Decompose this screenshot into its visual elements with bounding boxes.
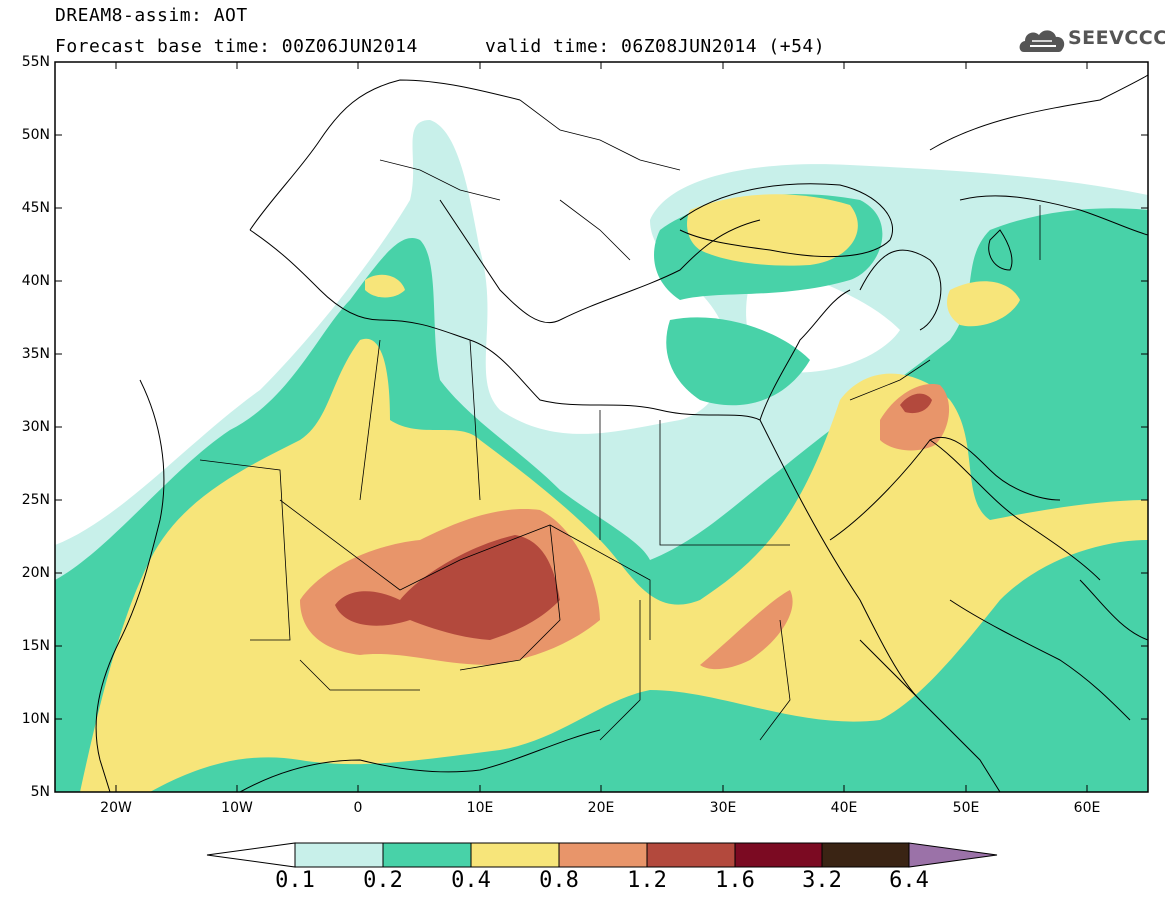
colorbar-label: 0.2 bbox=[363, 868, 403, 893]
lat-label: 5N bbox=[30, 784, 50, 800]
axis-ticks bbox=[55, 61, 1148, 792]
cloud-logo-icon bbox=[1019, 30, 1065, 52]
colorbar-label: 1.6 bbox=[715, 868, 755, 893]
logo-text: SEEVCCC bbox=[1068, 27, 1165, 49]
coastlines bbox=[95, 74, 1149, 793]
colorbar-swatch bbox=[382, 842, 472, 868]
colorbar-label: 0.4 bbox=[451, 868, 491, 893]
lon-label: 10W bbox=[221, 800, 253, 816]
lon-label: 20W bbox=[100, 800, 132, 816]
colorbar-label: 6.4 bbox=[889, 868, 929, 893]
colorbar bbox=[206, 842, 998, 868]
lat-label: 35N bbox=[21, 346, 50, 362]
aot-band-0.4 bbox=[80, 194, 1148, 792]
lat-label: 50N bbox=[21, 127, 50, 143]
colorbar-over-arrow bbox=[908, 842, 998, 868]
lon-label: 30E bbox=[709, 800, 737, 816]
country-borders bbox=[199, 99, 1041, 741]
colorbar-swatch bbox=[646, 842, 736, 868]
lon-label: 10E bbox=[466, 800, 494, 816]
lat-label: 15N bbox=[21, 638, 50, 654]
lat-label: 55N bbox=[21, 54, 50, 70]
lat-label: 45N bbox=[21, 200, 50, 216]
lat-label: 40N bbox=[21, 273, 50, 289]
base-time: Forecast base time: 00Z06JUN2014 bbox=[55, 36, 418, 57]
lat-label: 20N bbox=[21, 565, 50, 581]
colorbar-label: 0.8 bbox=[539, 868, 579, 893]
colorbar-label: 3.2 bbox=[802, 868, 842, 893]
product-title: DREAM8-assim: AOT bbox=[55, 5, 248, 26]
colorbar-swatch bbox=[558, 842, 648, 868]
lon-label: 0 bbox=[353, 800, 363, 816]
valid-time: valid time: 06Z08JUN2014 (+54) bbox=[485, 36, 826, 57]
aot-band-1.2 bbox=[335, 393, 932, 640]
colorbar-under-arrow bbox=[206, 842, 296, 868]
colorbar-label: 0.1 bbox=[275, 868, 315, 893]
colorbar-swatch bbox=[470, 842, 560, 868]
colorbar-swatch bbox=[821, 842, 910, 868]
lon-label: 40E bbox=[830, 800, 858, 816]
lon-label: 60E bbox=[1073, 800, 1101, 816]
lat-label: 25N bbox=[21, 492, 50, 508]
colorbar-swatch bbox=[294, 842, 384, 868]
lat-label: 10N bbox=[21, 711, 50, 727]
lat-label: 30N bbox=[21, 419, 50, 435]
colorbar-label: 1.2 bbox=[627, 868, 667, 893]
lon-label: 50E bbox=[952, 800, 980, 816]
lon-label: 20E bbox=[587, 800, 615, 816]
colorbar-swatch bbox=[734, 842, 823, 868]
